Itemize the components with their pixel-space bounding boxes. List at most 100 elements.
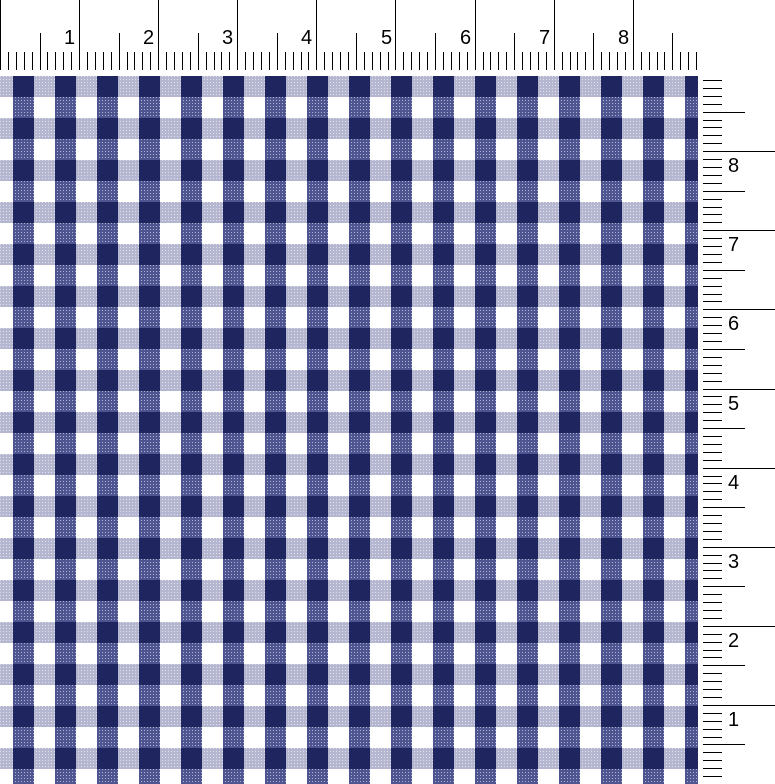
minor-tick (680, 52, 681, 70)
major-tick (79, 0, 80, 70)
minor-tick (253, 52, 254, 70)
minor-tick (134, 52, 135, 70)
minor-tick (703, 460, 722, 461)
half-tick (593, 33, 594, 70)
minor-tick (649, 52, 650, 70)
minor-tick (657, 52, 658, 70)
major-tick (703, 309, 775, 310)
top-ruler-label: 8 (618, 27, 630, 49)
minor-tick (285, 52, 286, 70)
half-tick (703, 428, 745, 429)
minor-tick (467, 52, 468, 70)
minor-tick (703, 697, 722, 698)
half-tick (703, 191, 745, 192)
minor-tick (703, 555, 722, 556)
right-ruler: 1 2 3 4 5 6 7 8 (698, 76, 775, 784)
minor-tick (703, 357, 722, 358)
minor-tick (546, 52, 547, 70)
minor-tick (8, 52, 9, 70)
top-ruler-label: 7 (539, 27, 551, 49)
top-ruler-label: 6 (460, 27, 472, 49)
minor-tick (703, 713, 722, 714)
minor-tick (703, 563, 722, 564)
minor-tick (87, 52, 88, 70)
minor-tick (703, 760, 722, 761)
minor-tick (703, 278, 722, 279)
minor-tick (585, 52, 586, 70)
minor-tick (703, 301, 722, 302)
minor-tick (703, 689, 722, 690)
half-tick (40, 33, 41, 70)
major-tick (554, 0, 555, 70)
fabric-swatch (0, 76, 698, 784)
minor-tick (609, 52, 610, 70)
minor-tick (570, 52, 571, 70)
minor-tick (703, 752, 722, 753)
minor-tick (703, 491, 722, 492)
minor-tick (703, 333, 722, 334)
minor-tick (522, 52, 523, 70)
right-ruler-label: 3 (728, 551, 740, 573)
minor-tick (703, 634, 722, 635)
minor-tick (703, 246, 722, 247)
minor-tick (703, 199, 722, 200)
gingham-fill (0, 76, 698, 784)
minor-tick (372, 52, 373, 70)
minor-tick (703, 143, 722, 144)
minor-tick (703, 214, 722, 215)
minor-tick (206, 52, 207, 70)
minor-tick (703, 729, 722, 730)
minor-tick (451, 52, 452, 70)
minor-tick (703, 365, 722, 366)
minor-tick (703, 262, 722, 263)
minor-tick (703, 373, 722, 374)
minor-tick (95, 52, 96, 70)
minor-tick (127, 52, 128, 70)
half-tick (703, 586, 745, 587)
minor-tick (703, 88, 722, 89)
top-ruler-label: 1 (64, 27, 76, 49)
minor-tick (443, 52, 444, 70)
minor-tick (703, 175, 722, 176)
half-tick (703, 507, 745, 508)
top-ruler-label: 2 (143, 27, 155, 49)
minor-tick (703, 483, 722, 484)
minor-tick (419, 52, 420, 70)
minor-tick (364, 52, 365, 70)
minor-tick (403, 52, 404, 70)
minor-tick (24, 52, 25, 70)
major-tick (475, 0, 476, 70)
top-ruler-label: 4 (301, 27, 313, 49)
minor-tick (703, 325, 722, 326)
minor-tick (703, 317, 722, 318)
minor-tick (142, 52, 143, 70)
minor-tick (562, 52, 563, 70)
minor-tick (703, 436, 722, 437)
minor-tick (16, 52, 17, 70)
major-tick (703, 230, 775, 231)
half-tick (198, 33, 199, 70)
minor-tick (261, 52, 262, 70)
half-tick (703, 270, 745, 271)
minor-tick (388, 52, 389, 70)
minor-tick (324, 52, 325, 70)
minor-tick (625, 52, 626, 70)
major-tick (703, 705, 775, 706)
minor-tick (703, 602, 722, 603)
minor-tick (703, 768, 722, 769)
right-ruler-label: 8 (728, 155, 740, 177)
half-tick (703, 744, 745, 745)
minor-tick (703, 578, 722, 579)
minor-tick (427, 52, 428, 70)
half-tick (703, 665, 745, 666)
minor-tick (703, 96, 722, 97)
minor-tick (703, 341, 722, 342)
top-ruler-label: 3 (222, 27, 234, 49)
minor-tick (664, 52, 665, 70)
minor-tick (182, 52, 183, 70)
minor-tick (703, 294, 722, 295)
right-ruler-label: 5 (728, 393, 740, 415)
half-tick (277, 33, 278, 70)
minor-tick (703, 207, 722, 208)
minor-tick (601, 52, 602, 70)
